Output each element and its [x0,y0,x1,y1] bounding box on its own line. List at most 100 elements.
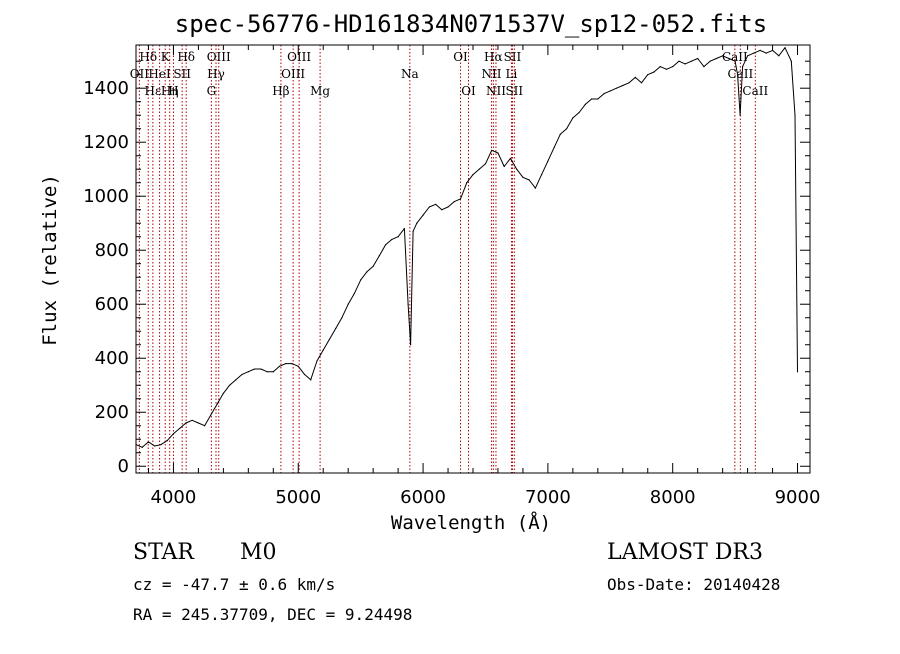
y-tick-label: 1400 [83,78,129,99]
spectral-line-label: OI [453,50,468,64]
data-point [484,163,487,165]
data-point [672,66,674,68]
series-line-flux [135,47,798,448]
data-point [509,157,512,160]
data-point [447,206,449,208]
data-point [584,103,586,106]
spectral-line-label: G [207,84,217,98]
data-point [310,379,312,381]
x-axis-label: Wavelength (Å) [391,511,551,534]
spectral-line-label: NII [481,67,501,81]
spectral-line-label: Hη [161,84,179,98]
data-point [739,114,741,116]
data-point [522,176,524,178]
data-point [553,147,555,149]
object-class: STAR [133,540,195,565]
data-point [272,371,274,373]
data-point [466,182,468,184]
data-point [640,82,643,84]
data-point [241,373,243,376]
x-tick-label: 9000 [775,487,821,508]
data-point [609,90,611,92]
spectral-line-label: SII [505,84,523,98]
data-point [653,71,655,73]
data-point [360,279,362,281]
data-point [497,152,499,154]
data-point [534,187,537,189]
data-point [297,365,299,367]
data-point [235,379,237,381]
redshift-cz: cz = -47.7 ± 0.6 km/s [133,575,335,594]
data-point [722,55,724,57]
spectral-line-label: Mg [310,84,330,98]
data-point [303,373,306,376]
y-axis-label: Flux (relative) [39,174,61,346]
data-point [628,82,630,84]
data-point [285,363,287,365]
data-point [728,57,730,60]
spectral-line-label: OIII [207,50,231,64]
data-point [794,114,796,116]
data-point [603,93,605,95]
data-point [528,179,530,181]
data-point [253,368,256,370]
spectral-line-label: CaII [722,50,748,64]
spectral-line-labels: Hδ OII Hε HeI K Hη SII Hδ H OIII Hγ G Hβ OIII OIII Mg Na… [130,50,769,98]
chart-title: spec-56776-HD161834N071537V_sp12-052.fit… [175,10,767,38]
data-point [210,414,212,416]
y-tick-label: 600 [95,294,129,315]
data-point [578,111,580,114]
data-point [709,60,711,62]
y-tick-label: 800 [95,240,129,261]
data-point [790,60,792,62]
data-point [547,160,549,162]
survey-name: LAMOST DR3 [607,540,763,565]
data-point [385,244,387,246]
data-point [141,446,143,448]
x-tick-label: 6000 [400,487,446,508]
data-point [615,87,618,89]
spectral-line-label: CaII [727,67,753,81]
data-point [541,174,543,176]
data-point [441,209,443,211]
data-point [291,363,293,365]
spectral-line-label: Hδ [177,50,195,64]
data-point [796,371,799,373]
data-point [746,55,749,57]
y-tick-label: 1200 [83,132,129,153]
data-point [784,47,786,49]
data-point [734,60,736,62]
data-point [407,303,409,305]
data-point [753,52,755,54]
data-point [516,168,518,170]
data-point [409,344,412,346]
plot-frame [135,44,811,474]
data-point [372,265,374,268]
data-point [759,49,761,52]
data-point [316,360,318,362]
data-point [742,66,744,68]
data-point [397,236,399,238]
data-point [216,403,218,405]
data-point [715,57,717,60]
spectral-line-label: K [161,50,171,64]
spectral-line-label: OIII [281,67,305,81]
y-tick-label: 200 [95,402,129,423]
data-point [160,444,162,446]
data-point [559,133,561,135]
spectral-line-label: Hγ [207,67,225,81]
x-tick-label: 7000 [525,487,571,508]
data-point [412,230,414,232]
data-point [659,66,661,68]
data-point [278,365,281,367]
spectral-line-label: Hα [484,50,503,64]
data-point [622,84,624,87]
spectral-lines [138,45,756,473]
data-point [478,168,480,170]
spectral-line-label: OI [461,84,476,98]
data-point [378,255,380,257]
data-point [266,371,268,373]
data-point [147,441,150,443]
spectral-line-label: NII [486,84,506,98]
